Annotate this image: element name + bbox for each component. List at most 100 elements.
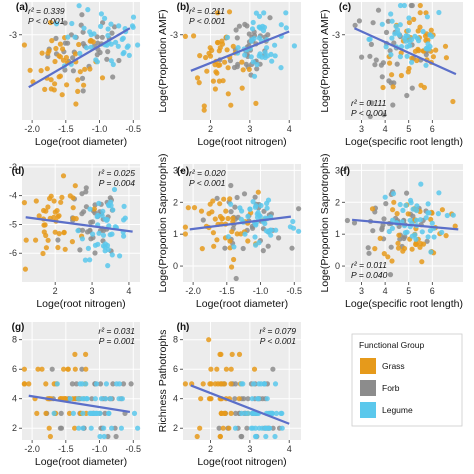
point-forb <box>386 78 392 84</box>
point-grass <box>239 85 245 91</box>
point-legume <box>105 263 111 269</box>
point-legume <box>105 26 111 32</box>
point-legume <box>84 396 90 402</box>
point-grass <box>54 208 60 214</box>
point-grass <box>223 208 229 214</box>
point-forb <box>97 49 103 56</box>
point-legume <box>92 396 98 402</box>
point-legume <box>117 253 123 259</box>
point-legume <box>130 14 137 20</box>
point-legume <box>439 229 445 235</box>
point-forb <box>233 410 239 416</box>
point-forb <box>104 56 110 62</box>
point-forb <box>270 366 276 372</box>
point-forb <box>110 74 116 80</box>
point-legume <box>431 234 437 240</box>
point-legume <box>232 425 238 431</box>
point-forb <box>368 41 374 48</box>
point-forb <box>116 57 122 64</box>
panel-label: (h) <box>177 322 190 333</box>
y-axis-label: Richness Pathotrophs <box>157 330 169 433</box>
point-legume <box>264 396 270 402</box>
point-legume <box>111 186 118 193</box>
point-grass <box>400 248 406 254</box>
point-legume <box>88 44 94 50</box>
point-legume <box>88 425 94 431</box>
point-grass <box>51 87 57 93</box>
point-grass <box>229 264 235 270</box>
point-legume <box>426 210 432 216</box>
point-forb <box>359 54 365 60</box>
stat-r2: r² = 0.079 <box>259 326 296 336</box>
point-forb <box>367 53 373 59</box>
point-forb <box>369 100 375 106</box>
point-legume <box>94 59 100 65</box>
point-forb <box>367 113 373 120</box>
x-tick-label: 4 <box>126 286 131 296</box>
point-forb <box>387 48 393 54</box>
point-grass <box>206 50 212 56</box>
point-grass <box>394 211 400 217</box>
point-forb <box>214 195 220 201</box>
point-grass <box>255 189 261 195</box>
point-legume <box>79 236 85 242</box>
point-legume <box>425 201 431 207</box>
point-grass <box>200 381 206 387</box>
point-legume <box>80 410 86 416</box>
point-grass <box>413 241 419 247</box>
point-grass <box>380 84 386 91</box>
x-tick-label: -0.5 <box>125 444 141 454</box>
point-grass <box>198 396 204 402</box>
points-c <box>352 2 456 120</box>
point-grass <box>47 19 54 26</box>
point-legume <box>403 38 409 44</box>
point-legume <box>403 33 409 39</box>
point-grass <box>197 425 203 431</box>
point-forb <box>200 217 206 223</box>
point-grass <box>225 215 231 222</box>
point-legume <box>254 214 261 220</box>
point-forb <box>233 275 239 282</box>
point-grass <box>423 10 429 16</box>
point-forb <box>77 247 83 253</box>
point-legume <box>258 381 264 387</box>
fit-line <box>28 27 131 89</box>
point-grass <box>72 366 78 372</box>
point-grass <box>419 259 425 265</box>
point-grass <box>211 243 217 249</box>
point-legume <box>121 233 127 239</box>
panel-h: 2 3 4 2 4 6 8 Loge(root nitrogen) Richness Patho… <box>157 322 301 468</box>
point-forb <box>97 381 104 387</box>
point-grass <box>83 366 89 372</box>
y-tick-label: -5 <box>9 219 17 229</box>
point-legume <box>80 425 86 431</box>
point-legume <box>256 35 262 41</box>
x-tick-label: -1.0 <box>92 124 108 134</box>
point-grass <box>417 10 423 16</box>
point-grass <box>73 101 79 107</box>
point-forb <box>228 209 234 215</box>
point-forb <box>128 381 134 387</box>
point-legume <box>256 396 262 402</box>
point-grass <box>369 206 376 212</box>
point-legume <box>248 54 254 60</box>
point-legume <box>97 433 103 440</box>
point-grass <box>185 205 191 211</box>
point-forb <box>234 35 240 41</box>
y-tick-label: -4 <box>9 191 17 201</box>
point-legume <box>109 425 115 431</box>
point-legume <box>265 197 272 203</box>
point-grass <box>222 59 228 65</box>
point-grass <box>47 433 54 440</box>
point-grass <box>208 366 214 372</box>
point-legume <box>249 396 255 402</box>
point-legume <box>84 45 90 51</box>
point-grass <box>42 86 48 92</box>
point-forb <box>120 381 127 387</box>
point-grass <box>240 67 246 73</box>
point-grass <box>197 53 203 59</box>
point-grass <box>55 244 61 251</box>
x-tick-label: -2.0 <box>24 444 40 454</box>
point-legume <box>242 52 248 58</box>
x-tick-label: -1.5 <box>58 124 74 134</box>
